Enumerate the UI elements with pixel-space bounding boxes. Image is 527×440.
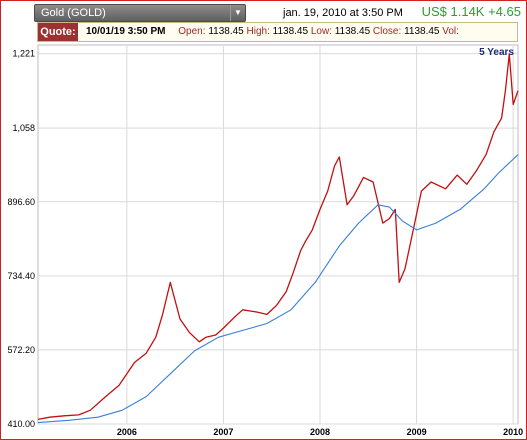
close-value: 1138.45 [404, 26, 440, 37]
low-label: Low: [310, 26, 332, 37]
plot-area [37, 44, 519, 425]
quote-bar: Quote: 10/01/19 3:50 PM Open: 1138.45 Hi… [37, 22, 518, 42]
quote-date: 10/01/19 3:50 PM [86, 26, 166, 37]
y-tick-label: 410.00 [7, 419, 35, 429]
x-tick-label: 2006 [117, 427, 137, 437]
y-tick-label: 1,058 [12, 123, 35, 133]
symbol-tab[interactable]: Gold (GOLD) ▼ [34, 4, 246, 22]
x-tick-label: 2008 [310, 427, 330, 437]
price-series-line [37, 53, 519, 421]
triangle-down-icon[interactable]: ▼ [230, 5, 245, 21]
timestamp: jan. 19, 2010 at 3:50 PM [283, 7, 403, 19]
open-label: Open: [178, 26, 206, 37]
y-tick-label: 572.20 [7, 345, 35, 355]
high-value: 1138.45 [272, 26, 309, 37]
range-label: 5 Years [479, 47, 514, 58]
average-series-line [37, 154, 519, 424]
x-tick-label: 2009 [407, 427, 427, 437]
close-label: Close: [372, 26, 402, 37]
y-tick-label: 1,221 [12, 49, 35, 59]
vol-label: Vol: [442, 26, 459, 37]
x-tick-label: 2010 [503, 427, 523, 437]
y-tick-label: 896.60 [7, 197, 35, 207]
y-tick-label: 734.40 [7, 271, 35, 281]
high-label: High: [246, 26, 270, 37]
x-tick-label: 2007 [213, 427, 233, 437]
symbol-label: Gold (GOLD) [41, 7, 106, 19]
open-value: 1138.45 [208, 26, 244, 37]
quote-values: 10/01/19 3:50 PM Open: 1138.45 High: 113… [86, 23, 459, 41]
low-value: 1138.45 [334, 26, 371, 37]
price-change: US$ 1.14K +4.65 [421, 4, 521, 19]
quote-label: Quote: [38, 23, 78, 41]
